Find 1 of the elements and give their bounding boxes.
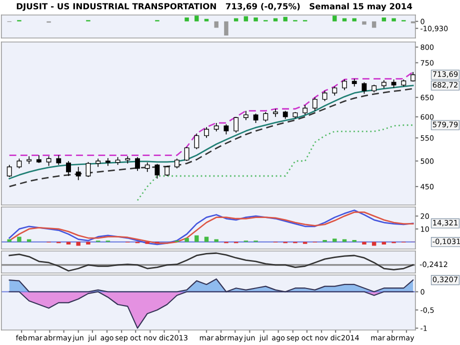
chart-title: DJUSIT - US INDUSTRIAL TRANSPORTATION 713,69 (-0,75%) Semanal 15 may 2014: [16, 2, 412, 12]
